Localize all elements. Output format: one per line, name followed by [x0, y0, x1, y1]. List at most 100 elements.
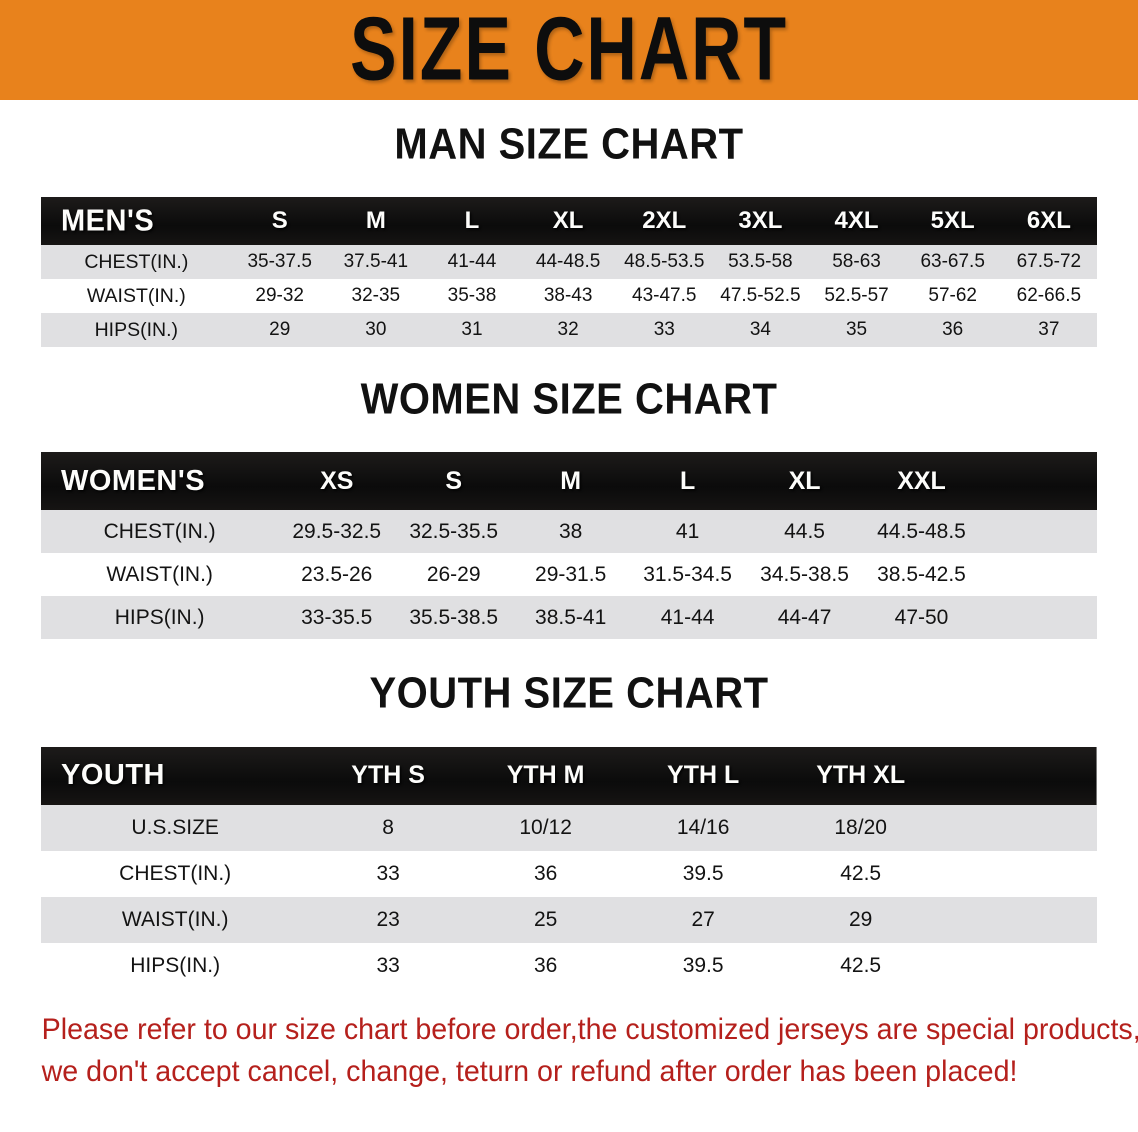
youth-column-header: YTH M [506, 761, 585, 790]
men-cell: 35 [845, 319, 868, 341]
youth-cell: 10/12 [519, 815, 572, 839]
women-table-body: CHEST(IN.) 29.5-32.5 32.5-35.5 38 41 44.5 44.5… [41, 510, 1097, 640]
men-size-table: MEN'S S M L XL 2XL 3XL 4XL 5XL 6XL CHEST(IN.) 35-3… [41, 197, 1097, 348]
youth-cell: 27 [691, 907, 715, 931]
table-row: HIPS(IN.) 33-35.5 35.5-38.5 38.5-41 41-44 44-… [41, 596, 1097, 640]
order-disclaimer: Please refer to our size chart before or… [30, 1009, 1138, 1095]
youth-cell: 39.5 [682, 953, 724, 977]
men-cell: 35-38 [447, 285, 497, 307]
women-cell: 32.5-35.5 [409, 519, 499, 543]
youth-header-row: YOUTH YTH S YTH M YTH L YTH XL [41, 746, 1097, 805]
table-row: WAIST(IN.) 23 25 27 29 [41, 896, 1097, 943]
men-cell: 53.5-58 [728, 251, 793, 273]
men-cell: 62-66.5 [1016, 285, 1082, 307]
women-column-header: XXL [897, 466, 946, 495]
youth-table-body: U.S.SIZE 8 10/12 14/16 18/20 CHEST(IN.) 33 36 39… [41, 804, 1097, 989]
youth-column-header: YTH L [667, 761, 740, 790]
women-column-header: M [560, 466, 582, 495]
women-cell: 34.5-38.5 [760, 562, 849, 586]
men-cell: 58-63 [832, 251, 881, 273]
women-cell: 29.5-32.5 [292, 519, 382, 543]
women-section-title: WOMEN SIZE CHART [360, 374, 778, 424]
page-banner: SIZE CHART [0, 0, 1138, 100]
men-cell: 32-35 [351, 285, 401, 307]
youth-cell [939, 897, 1097, 943]
women-column-header [980, 452, 1097, 510]
youth-cell: 8 [382, 815, 394, 839]
men-column-header: 2XL [642, 207, 687, 235]
men-cell: 30 [365, 319, 387, 341]
women-size-table: WOMEN'S XS S M L XL XXL CHEST(IN.) 29.5-32.5 32.… [41, 452, 1097, 640]
women-cell: 47-50 [894, 605, 949, 629]
men-column-header: 4XL [834, 207, 879, 235]
table-row: CHEST(IN.) 35-37.5 37.5-41 41-44 44-48.5 48.5… [41, 245, 1097, 280]
youth-cell: 39.5 [682, 861, 724, 885]
women-cell: 41 [675, 519, 700, 543]
youth-row-label: WAIST(IN.) [121, 907, 229, 931]
men-row-label: CHEST(IN.) [84, 250, 189, 273]
women-cell: 38.5-41 [535, 605, 607, 629]
table-row: HIPS(IN.) 33 36 39.5 42.5 [41, 942, 1097, 989]
men-header-row: MEN'S S M L XL 2XL 3XL 4XL 5XL 6XL [41, 197, 1097, 246]
youth-cell [939, 943, 1097, 989]
youth-cell: 36 [533, 861, 558, 885]
youth-cell: 42.5 [840, 953, 882, 977]
youth-cell: 36 [533, 953, 558, 977]
men-cell: 43-47.5 [632, 285, 697, 307]
youth-row-label: CHEST(IN.) [119, 861, 232, 885]
disclaimer-line-1: Please refer to our size chart before or… [41, 1012, 1138, 1046]
men-cell: 33 [653, 319, 675, 341]
page-title: SIZE CHART [350, 0, 788, 100]
youth-cell: 23 [376, 907, 400, 931]
women-cell: 38.5-42.5 [877, 562, 966, 586]
men-cell: 31 [461, 319, 483, 341]
youth-column-header: YTH S [351, 761, 425, 790]
men-table-body: CHEST(IN.) 35-37.5 37.5-41 41-44 44-48.5 48.5… [41, 245, 1097, 348]
women-cell: 44.5-48.5 [877, 519, 966, 543]
women-cell: 38 [558, 519, 583, 543]
table-row: U.S.SIZE 8 10/12 14/16 18/20 [41, 804, 1097, 851]
men-cell: 63-67.5 [920, 251, 985, 273]
youth-cell: 14/16 [676, 815, 730, 839]
men-column-header: 6XL [1026, 207, 1071, 235]
men-cell: 41-44 [447, 251, 497, 273]
men-cell: 57-62 [928, 285, 977, 307]
youth-cell: 29 [848, 907, 873, 931]
men-cell: 44-48.5 [535, 251, 601, 273]
men-cell: 29-32 [255, 285, 304, 307]
youth-size-table: YOUTH YTH S YTH M YTH L YTH XL U.S.SIZE 8 10/1… [41, 746, 1097, 989]
men-column-header: S [271, 207, 288, 235]
women-cell: 23.5-26 [301, 562, 373, 586]
women-table-header: WOMEN'S XS S M L XL XXL [41, 452, 1097, 511]
men-cell: 35-37.5 [247, 251, 312, 273]
youth-cell: 18/20 [834, 815, 887, 839]
table-row: WAIST(IN.) 23.5-26 26-29 29-31.5 31.5-34.5 34… [41, 553, 1097, 597]
youth-cell [939, 851, 1097, 897]
men-cell: 38-43 [543, 285, 593, 307]
men-column-header: M [365, 207, 386, 235]
men-column-header: L [464, 207, 480, 235]
men-cell: 47.5-52.5 [720, 285, 801, 307]
table-row: CHEST(IN.) 29.5-32.5 32.5-35.5 38 41 44.5 44.5… [41, 510, 1097, 554]
women-column-header: XL [788, 466, 821, 495]
table-row: WAIST(IN.) 29-32 32-35 35-38 38-43 43-47.5 47.… [41, 279, 1097, 314]
youth-corner-label: YOUTH [61, 759, 165, 792]
youth-column-header: YTH XL [816, 761, 906, 790]
men-cell: 32 [557, 319, 579, 341]
men-cell: 37.5-41 [343, 251, 409, 273]
man-section-title: MAN SIZE CHART [394, 119, 744, 169]
women-cell: 31.5-34.5 [643, 562, 732, 586]
youth-row-label: HIPS(IN.) [130, 953, 221, 977]
women-row-label: WAIST(IN.) [106, 562, 213, 586]
women-cell [980, 596, 1097, 639]
women-column-header: XS [320, 466, 354, 495]
youth-cell: 33 [376, 861, 400, 885]
men-cell: 37 [1038, 319, 1060, 341]
men-row-label: HIPS(IN.) [94, 318, 179, 341]
men-cell: 34 [749, 319, 771, 341]
men-table-header: MEN'S S M L XL 2XL 3XL 4XL 5XL 6XL [41, 197, 1097, 246]
women-cell [980, 510, 1097, 553]
men-column-header: XL [552, 207, 584, 235]
youth-cell: 42.5 [840, 861, 882, 885]
youth-column-header [939, 747, 1097, 805]
